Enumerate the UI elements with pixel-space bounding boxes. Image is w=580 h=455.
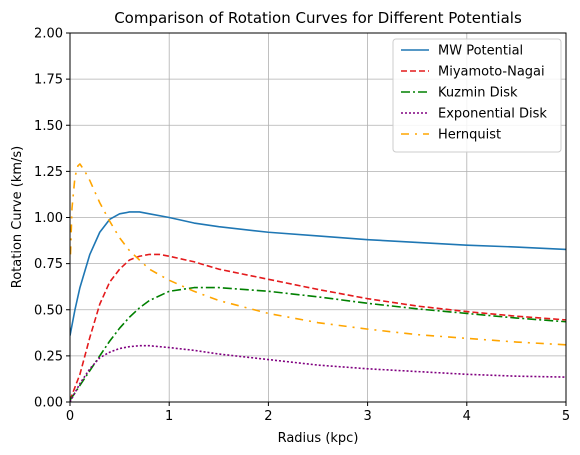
x-axis-title: Radius (kpc) xyxy=(278,431,359,446)
chart-title: Comparison of Rotation Curves for Differ… xyxy=(114,9,522,27)
y-tick-label: 0.50 xyxy=(34,303,63,318)
legend-label: Exponential Disk xyxy=(438,107,547,122)
legend-box xyxy=(392,38,562,153)
legend-label: Hernquist xyxy=(438,128,501,143)
x-tick-label: 4 xyxy=(463,409,471,424)
y-tick-label: 1.00 xyxy=(34,211,63,226)
x-axis: 0 1 2 3 4 5 xyxy=(66,402,570,424)
y-tick-label: 2.00 xyxy=(34,27,63,42)
series-line-miyamoto-nagai xyxy=(70,253,566,401)
y-tick-label: 0.75 xyxy=(34,257,63,272)
series-line-exponential-disk xyxy=(70,344,566,402)
y-tick-label: 0.00 xyxy=(34,396,63,411)
x-tick-label: 0 xyxy=(66,409,74,424)
y-tick-label: 0.25 xyxy=(34,349,63,364)
legend: MW Potential Miyamoto-Nagai Kuzmin Disk Exp… xyxy=(392,38,562,153)
y-axis: 0.00 0.25 0.50 0.75 1.00 1.25 1.50 1.75 2.00 xyxy=(34,27,70,411)
y-tick-label: 1.75 xyxy=(34,73,63,88)
legend-label: Kuzmin Disk xyxy=(438,86,518,101)
y-tick-label: 1.50 xyxy=(34,119,63,134)
series-layer xyxy=(70,163,566,402)
x-tick-label: 3 xyxy=(363,409,371,424)
y-tick-label: 1.25 xyxy=(34,165,63,180)
series-line-kuzmin-disk xyxy=(70,286,566,401)
series-line-hernquist xyxy=(70,163,566,346)
y-axis-title: Rotation Curve (km/s) xyxy=(10,146,25,288)
x-tick-label: 1 xyxy=(165,409,173,424)
x-tick-label: 5 xyxy=(562,409,570,424)
legend-label: Miyamoto-Nagai xyxy=(438,65,545,80)
x-tick-label: 2 xyxy=(264,409,272,424)
series-line-mw-potential xyxy=(70,211,566,336)
legend-label: MW Potential xyxy=(438,44,523,59)
